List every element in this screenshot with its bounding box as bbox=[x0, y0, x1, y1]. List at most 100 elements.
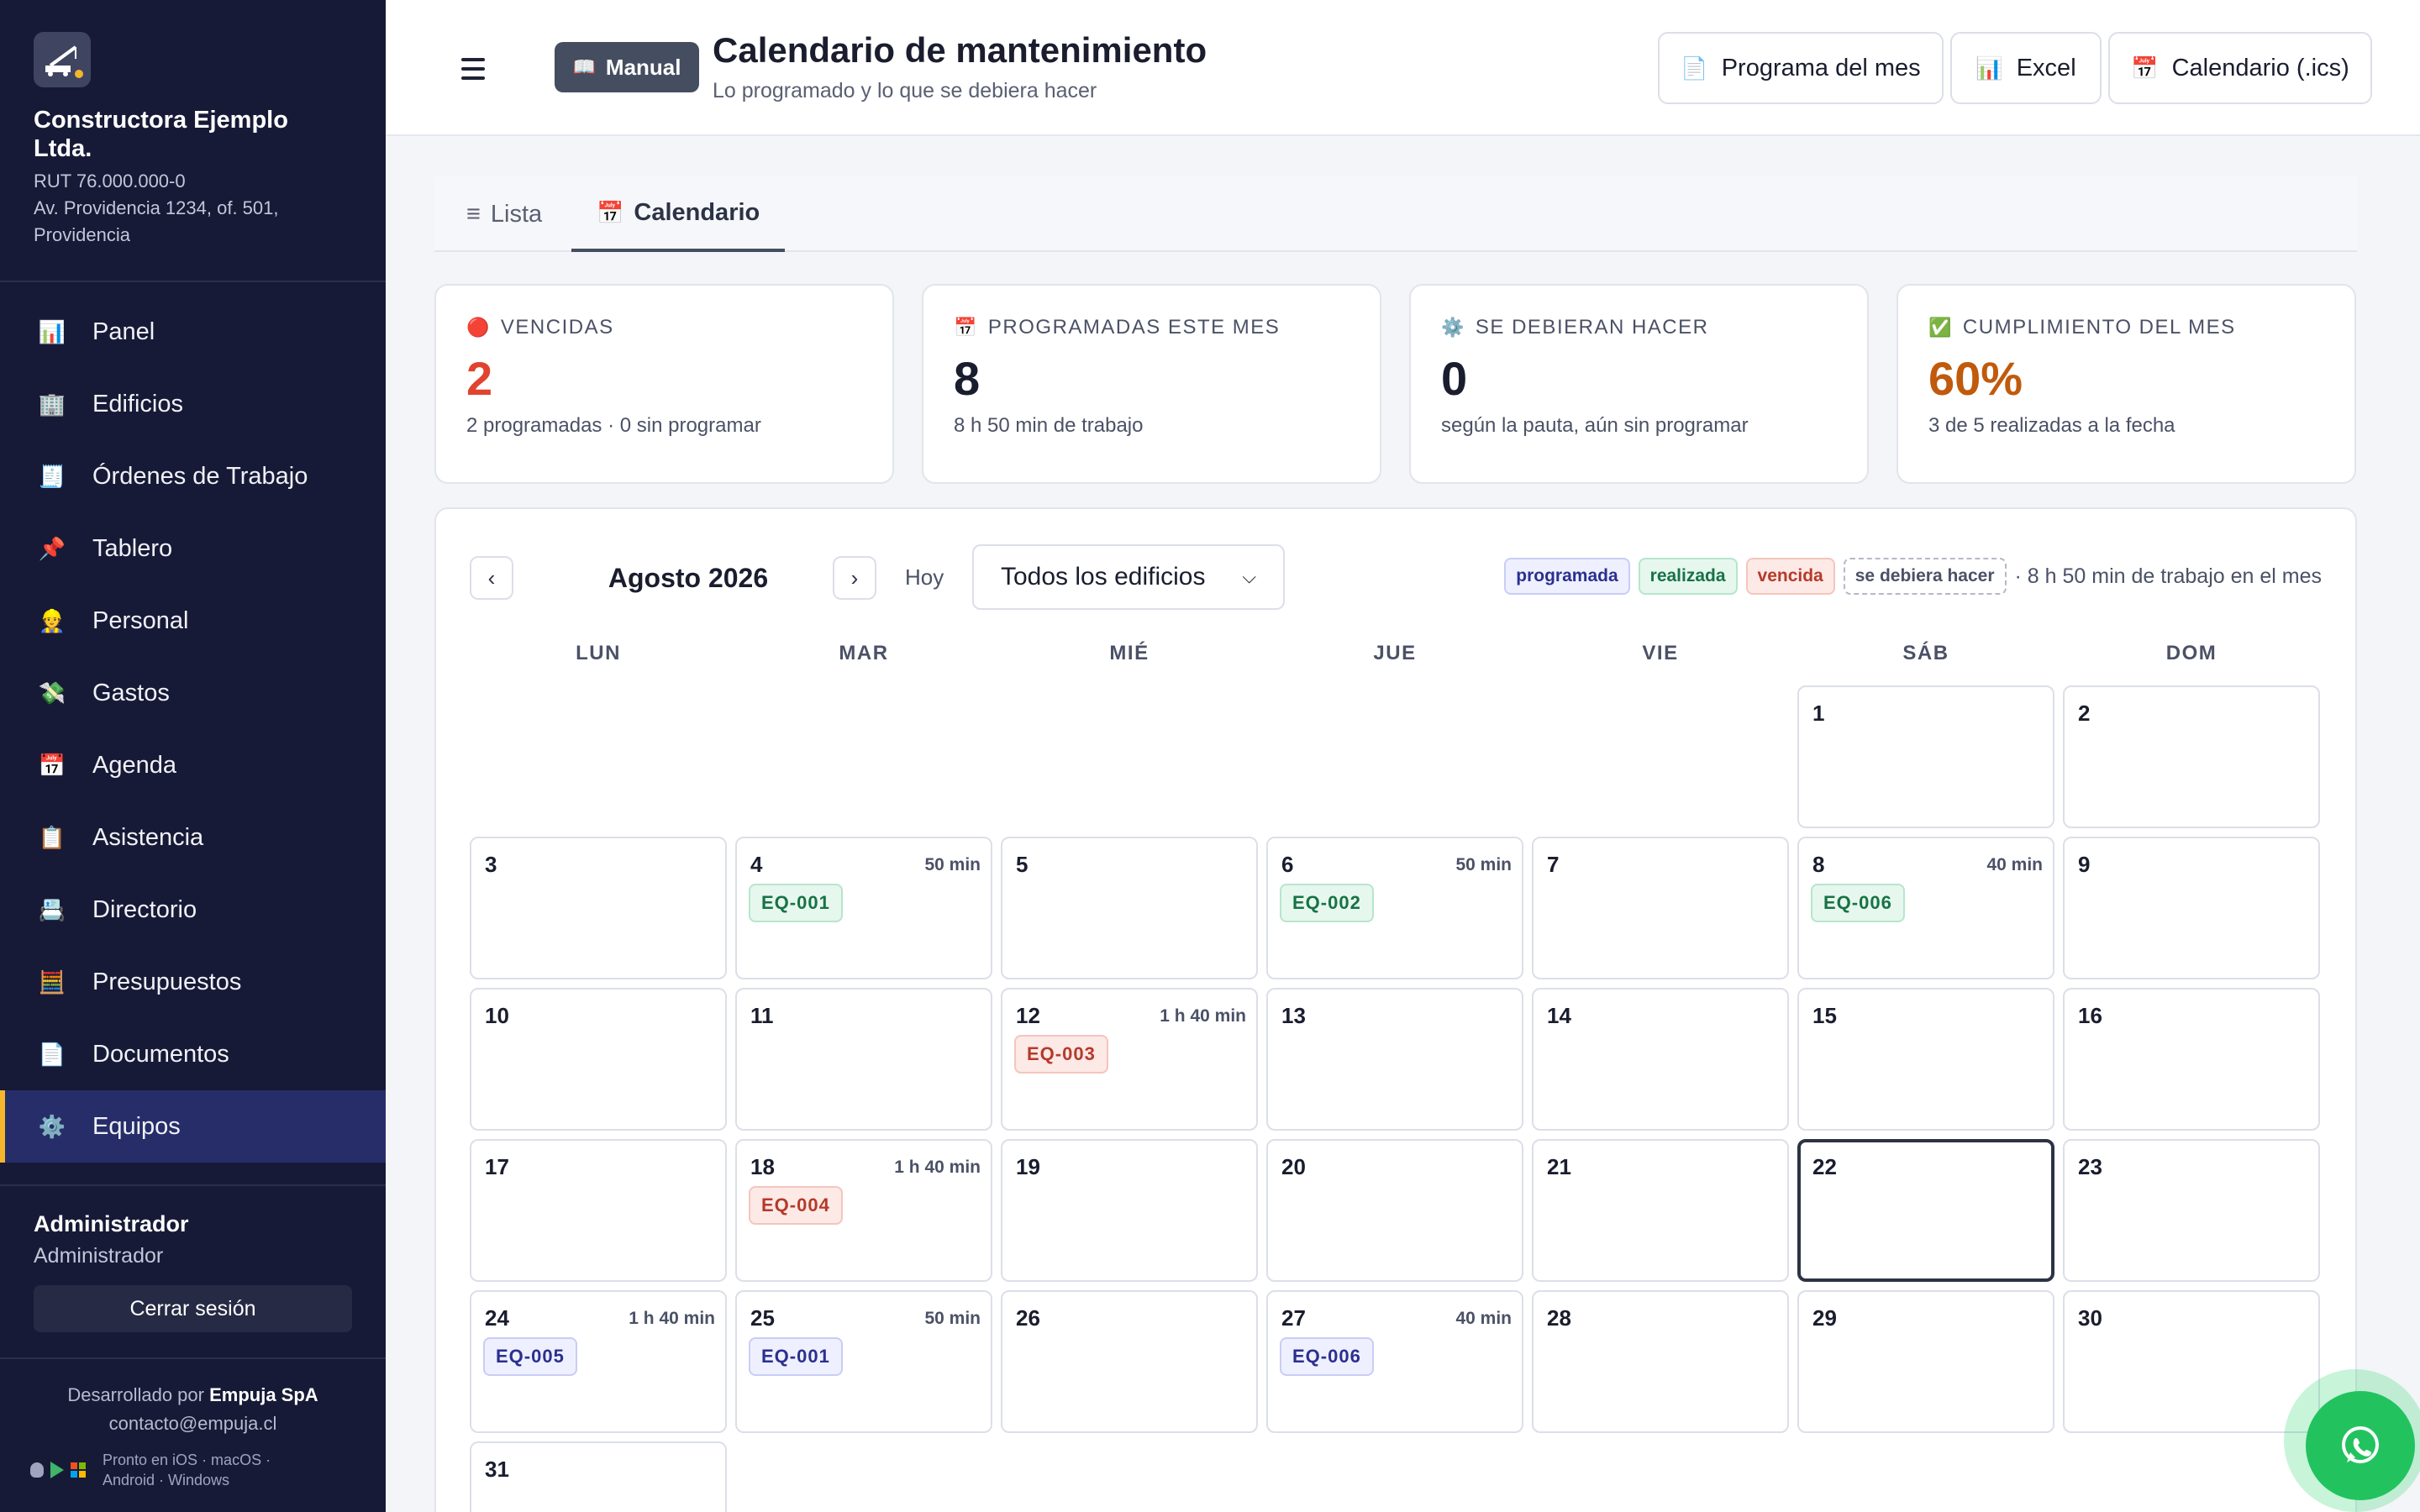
logout-button[interactable]: Cerrar sesión bbox=[34, 1285, 352, 1332]
stat-label: 📅 PROGRAMADAS ESTE MES bbox=[954, 316, 1349, 339]
whatsapp-button[interactable] bbox=[2284, 1369, 2420, 1512]
building-filter-select[interactable]: Todos los edificios ⌵ bbox=[972, 544, 1285, 610]
calendar-day[interactable]: 16 bbox=[2063, 988, 2320, 1131]
calendar-day[interactable]: 3 bbox=[470, 837, 727, 979]
calendar-day[interactable]: 5 bbox=[1001, 837, 1258, 979]
calendar-day[interactable]: 11 bbox=[735, 988, 992, 1131]
calendar-legend: programada realizada vencida se debiera … bbox=[1504, 558, 2322, 595]
apple-icon bbox=[30, 1462, 44, 1478]
legend-summary: · 8 h 50 min de trabajo en el mes bbox=[2014, 564, 2322, 588]
day-number: 27 bbox=[1281, 1305, 1306, 1331]
maintenance-event-chip[interactable]: EQ-002 bbox=[1280, 884, 1374, 922]
tab-lista[interactable]: ≡ Lista bbox=[463, 176, 545, 252]
manual-button[interactable]: 📖 Manual bbox=[555, 42, 699, 92]
footer-email[interactable]: contacto@empuja.cl bbox=[108, 1413, 277, 1434]
today-button[interactable]: Hoy bbox=[905, 564, 944, 590]
maintenance-event-chip[interactable]: EQ-005 bbox=[483, 1337, 577, 1376]
calendar-icon: 📅 bbox=[597, 199, 624, 225]
sidebar-item-edificios[interactable]: 🏢 Edificios bbox=[0, 368, 386, 440]
building-filter-value: Todos los edificios bbox=[1001, 563, 1206, 591]
sidebar-item-icon: 👷 bbox=[38, 607, 66, 633]
sidebar-item-agenda[interactable]: 📅 Agenda bbox=[0, 729, 386, 801]
calendar-day[interactable]: 29 bbox=[1797, 1290, 2054, 1433]
calendar-day[interactable]: 13 bbox=[1266, 988, 1523, 1131]
sidebar-item-icon: 🧮 bbox=[38, 969, 66, 995]
maintenance-event-chip[interactable]: EQ-006 bbox=[1280, 1337, 1374, 1376]
day-number: 6 bbox=[1281, 852, 1294, 877]
platforms-line-1: Pronto en iOS · macOS · bbox=[103, 1452, 271, 1468]
maintenance-event-chip[interactable]: EQ-001 bbox=[749, 884, 843, 922]
month-label: Agosto 2026 bbox=[608, 563, 769, 593]
calendar-day[interactable]: 23 bbox=[2063, 1139, 2320, 1282]
calendar-day[interactable]: 20 bbox=[1266, 1139, 1523, 1282]
calendar-panel: ‹ Agosto 2026 › Hoy Todos los edificios … bbox=[434, 507, 2357, 1512]
program-month-button[interactable]: 📄 Programa del mes bbox=[1658, 32, 1944, 104]
calendar-day[interactable]: 27 40 min EQ-006 bbox=[1266, 1290, 1523, 1433]
calendar-day[interactable]: 9 bbox=[2063, 837, 2320, 979]
prev-month-button[interactable]: ‹ bbox=[470, 556, 513, 600]
stat-value: 60% bbox=[1928, 352, 2023, 405]
sidebar-item-documentos[interactable]: 📄 Documentos bbox=[0, 1018, 386, 1090]
calendar-day[interactable]: 19 bbox=[1001, 1139, 1258, 1282]
page-subtitle: Lo programado y lo que se debiera hacer bbox=[713, 79, 1097, 102]
day-number: 7 bbox=[1547, 852, 1560, 877]
sidebar-item-icon: 📋 bbox=[38, 824, 66, 850]
stat-label: 🔴 VENCIDAS bbox=[466, 316, 862, 339]
calendar-day[interactable]: 1 bbox=[1797, 685, 2054, 828]
weekday-header: LUN bbox=[576, 642, 621, 664]
excel-button[interactable]: 📊 Excel bbox=[1950, 32, 2102, 104]
sidebar-item-panel[interactable]: 📊 Panel bbox=[0, 296, 386, 368]
calendar-day[interactable]: 18 1 h 40 min EQ-004 bbox=[735, 1139, 992, 1282]
calendar-day[interactable]: 12 1 h 40 min EQ-003 bbox=[1001, 988, 1258, 1131]
calendar-day[interactable]: 15 bbox=[1797, 988, 2054, 1131]
calendar-day[interactable]: 6 50 min EQ-002 bbox=[1266, 837, 1523, 979]
calendar-day[interactable]: 24 1 h 40 min EQ-005 bbox=[470, 1290, 727, 1433]
next-month-button[interactable]: › bbox=[833, 556, 876, 600]
calendar-day[interactable]: 31 bbox=[470, 1441, 727, 1512]
calendar-day[interactable]: 14 bbox=[1532, 988, 1789, 1131]
day-duration: 50 min bbox=[1455, 855, 1512, 874]
calendar-day[interactable]: 17 bbox=[470, 1139, 727, 1282]
sidebar-item-asistencia[interactable]: 📋 Asistencia bbox=[0, 801, 386, 874]
sidebar-item-label: Presupuestos bbox=[92, 968, 242, 995]
weekday-header: JUE bbox=[1373, 642, 1417, 664]
calendar-day[interactable]: 8 40 min EQ-006 bbox=[1797, 837, 2054, 979]
calendar-day[interactable]: 2 bbox=[2063, 685, 2320, 828]
calendar-day[interactable]: 10 bbox=[470, 988, 727, 1131]
day-number: 20 bbox=[1281, 1154, 1306, 1179]
day-number: 28 bbox=[1547, 1305, 1571, 1331]
sidebar-item-tablero[interactable]: 📌 Tablero bbox=[0, 512, 386, 585]
calendar-day[interactable]: 26 bbox=[1001, 1290, 1258, 1433]
tab-lista-label: Lista bbox=[490, 200, 543, 228]
calendar-day[interactable]: 25 50 min EQ-001 bbox=[735, 1290, 992, 1433]
hamburger-menu-icon[interactable] bbox=[458, 54, 488, 84]
day-duration: 1 h 40 min bbox=[894, 1158, 981, 1177]
topbar: 📖 Manual Calendario de mantenimiento Lo … bbox=[386, 0, 2420, 136]
sidebar-item-icon: 📅 bbox=[38, 752, 66, 778]
sidebar-item-directorio[interactable]: 📇 Directorio bbox=[0, 874, 386, 946]
calendar-day[interactable]: 22 bbox=[1797, 1139, 2054, 1282]
sidebar-item-equipos[interactable]: ⚙️ Equipos bbox=[0, 1090, 386, 1163]
calendar-day[interactable]: 4 50 min EQ-001 bbox=[735, 837, 992, 979]
calendar-day[interactable]: 28 bbox=[1532, 1290, 1789, 1433]
calendar-day[interactable]: 7 bbox=[1532, 837, 1789, 979]
tab-calendario[interactable]: 📅 Calendario bbox=[571, 176, 786, 252]
sidebar-item-label: Personal bbox=[92, 606, 189, 634]
maintenance-event-chip[interactable]: EQ-001 bbox=[749, 1337, 843, 1376]
maintenance-event-chip[interactable]: EQ-004 bbox=[749, 1186, 843, 1225]
maintenance-event-chip[interactable]: EQ-006 bbox=[1811, 884, 1905, 922]
sidebar-item-personal[interactable]: 👷 Personal bbox=[0, 585, 386, 657]
sidebar-item-órdenes-de-trabajo[interactable]: 🧾 Órdenes de Trabajo bbox=[0, 440, 386, 512]
sidebar-item-gastos[interactable]: 💸 Gastos bbox=[0, 657, 386, 729]
sidebar-nav: 📊 Panel 🏢 Edificios 🧾 Órdenes de Trabajo 📌 Tabl… bbox=[0, 282, 386, 1163]
maintenance-event-chip[interactable]: EQ-003 bbox=[1014, 1035, 1108, 1074]
legend-programada: programada bbox=[1504, 558, 1630, 595]
day-duration: 50 min bbox=[924, 855, 981, 874]
calendar-day[interactable]: 30 bbox=[2063, 1290, 2320, 1433]
sidebar: Constructora Ejemplo Ltda. RUT 76.000.00… bbox=[0, 0, 386, 1512]
sidebar-item-icon: 🧾 bbox=[38, 463, 66, 489]
day-number: 8 bbox=[1812, 852, 1825, 877]
calendar-day[interactable]: 21 bbox=[1532, 1139, 1789, 1282]
sidebar-item-presupuestos[interactable]: 🧮 Presupuestos bbox=[0, 946, 386, 1018]
ics-calendar-button[interactable]: 📅 Calendario (.ics) bbox=[2108, 32, 2372, 104]
